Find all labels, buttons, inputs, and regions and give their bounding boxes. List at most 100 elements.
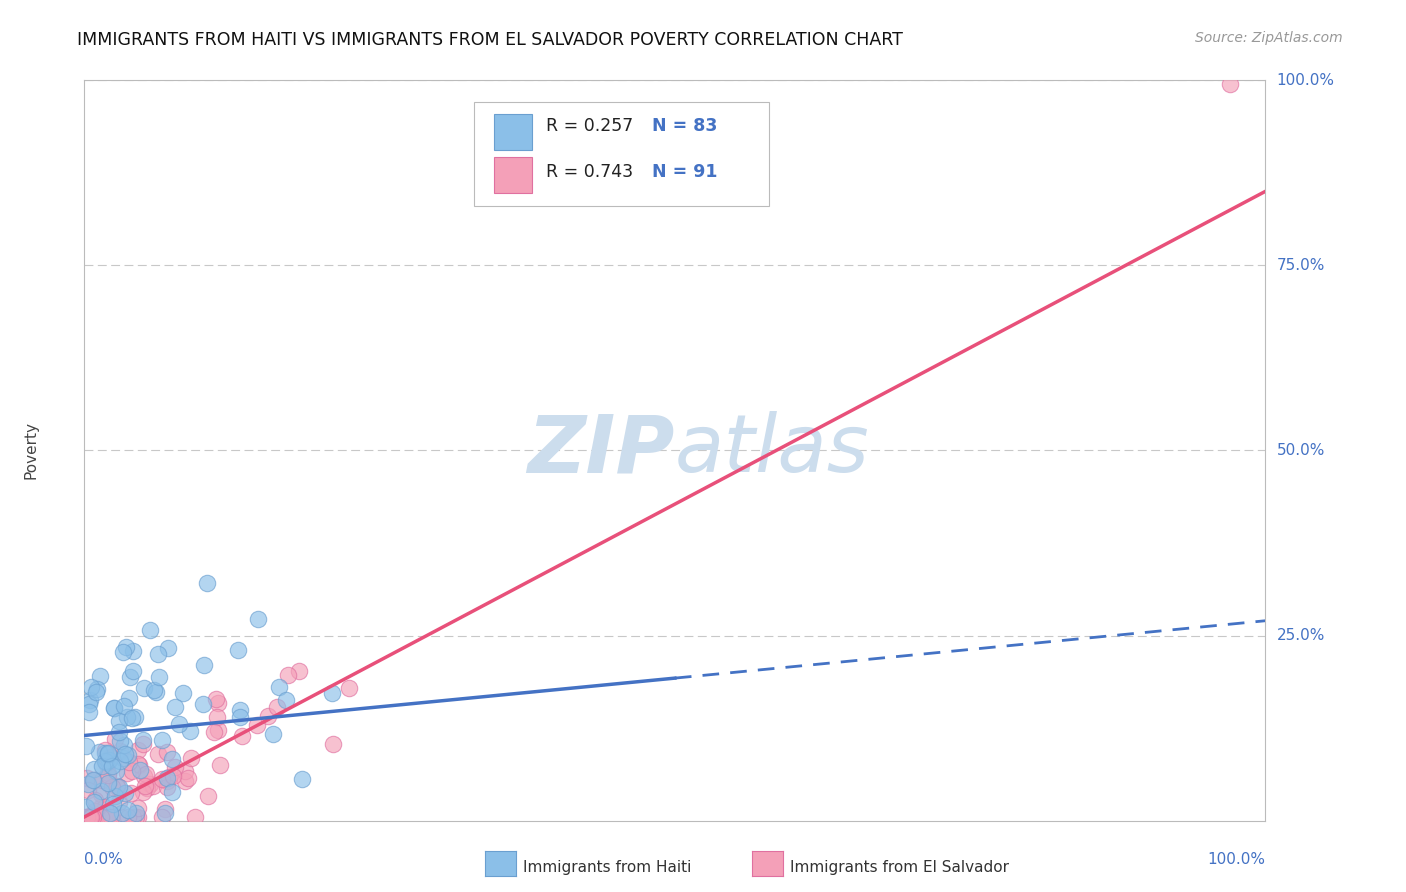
Point	[90, 784, 112, 798]
Point	[257, 709, 280, 723]
Point	[114, 747, 136, 762]
Point	[160, 752, 183, 766]
Text: 50.0%: 50.0%	[1277, 443, 1324, 458]
Point	[86, 810, 108, 824]
Point	[287, 664, 309, 678]
Point	[108, 795, 131, 809]
Point	[1219, 77, 1241, 91]
Point	[96, 755, 118, 769]
Point	[148, 670, 170, 684]
Point	[77, 697, 100, 711]
Text: 100.0%: 100.0%	[1208, 852, 1265, 867]
Point	[100, 780, 122, 794]
Point	[118, 670, 141, 684]
Point	[97, 746, 120, 760]
Point	[108, 780, 131, 795]
Point	[76, 810, 98, 824]
Point	[322, 737, 344, 751]
Point	[150, 733, 173, 747]
Point	[117, 748, 139, 763]
Point	[79, 810, 101, 824]
Point	[136, 780, 159, 795]
Point	[97, 776, 120, 790]
Text: 0.0%: 0.0%	[84, 852, 124, 867]
Point	[142, 682, 165, 697]
Point	[142, 780, 165, 794]
Point	[205, 709, 228, 723]
Point	[145, 685, 167, 699]
Point	[105, 780, 128, 795]
Point	[97, 768, 120, 782]
Point	[229, 703, 252, 717]
Point	[93, 746, 115, 760]
Point	[76, 783, 98, 797]
Text: Immigrants from El Salvador: Immigrants from El Salvador	[790, 860, 1010, 874]
Point	[184, 810, 207, 824]
Point	[79, 810, 101, 824]
Point	[127, 743, 149, 757]
Text: atlas: atlas	[675, 411, 870, 490]
Point	[139, 777, 162, 791]
Point	[79, 680, 101, 694]
Point	[127, 810, 149, 824]
Point	[156, 640, 179, 655]
Point	[94, 756, 117, 770]
Text: 25.0%: 25.0%	[1277, 628, 1324, 643]
Point	[262, 727, 284, 741]
Text: Source: ZipAtlas.com: Source: ZipAtlas.com	[1195, 31, 1343, 45]
Point	[104, 764, 127, 778]
Point	[146, 747, 169, 761]
Point	[132, 681, 155, 696]
Point	[112, 751, 135, 765]
Point	[150, 810, 173, 824]
Text: 75.0%: 75.0%	[1277, 258, 1324, 273]
Point	[337, 681, 360, 696]
Point	[115, 766, 138, 780]
Point	[79, 810, 101, 824]
Point	[121, 764, 143, 779]
Point	[117, 810, 139, 824]
Point	[157, 770, 180, 784]
Point	[134, 779, 156, 793]
Point	[77, 810, 100, 824]
Point	[97, 766, 120, 780]
Point	[150, 772, 173, 786]
Point	[82, 772, 104, 787]
Point	[226, 643, 249, 657]
Point	[112, 739, 135, 753]
Point	[114, 786, 136, 800]
Point	[104, 789, 127, 803]
Point	[195, 576, 218, 591]
Point	[94, 754, 117, 768]
Point	[124, 710, 146, 724]
FancyBboxPatch shape	[494, 157, 531, 193]
Point	[96, 810, 118, 824]
Point	[103, 700, 125, 714]
Point	[97, 755, 120, 769]
Point	[91, 773, 114, 788]
Point	[134, 769, 156, 783]
Point	[231, 729, 253, 743]
Point	[209, 758, 232, 772]
Point	[110, 810, 132, 824]
Point	[80, 810, 103, 824]
Point	[110, 734, 132, 748]
Point	[266, 699, 288, 714]
Point	[75, 800, 97, 814]
Point	[191, 698, 214, 712]
Point	[97, 753, 120, 767]
FancyBboxPatch shape	[474, 103, 769, 206]
Point	[77, 777, 100, 791]
Point	[128, 758, 150, 772]
Point	[321, 686, 343, 700]
Point	[83, 810, 105, 824]
Point	[118, 756, 141, 770]
Text: 100.0%: 100.0%	[1277, 73, 1334, 87]
Point	[121, 664, 143, 678]
Point	[111, 644, 134, 658]
Point	[163, 700, 186, 714]
Point	[180, 751, 202, 765]
Point	[105, 780, 128, 794]
Point	[118, 691, 141, 706]
Point	[247, 612, 270, 626]
